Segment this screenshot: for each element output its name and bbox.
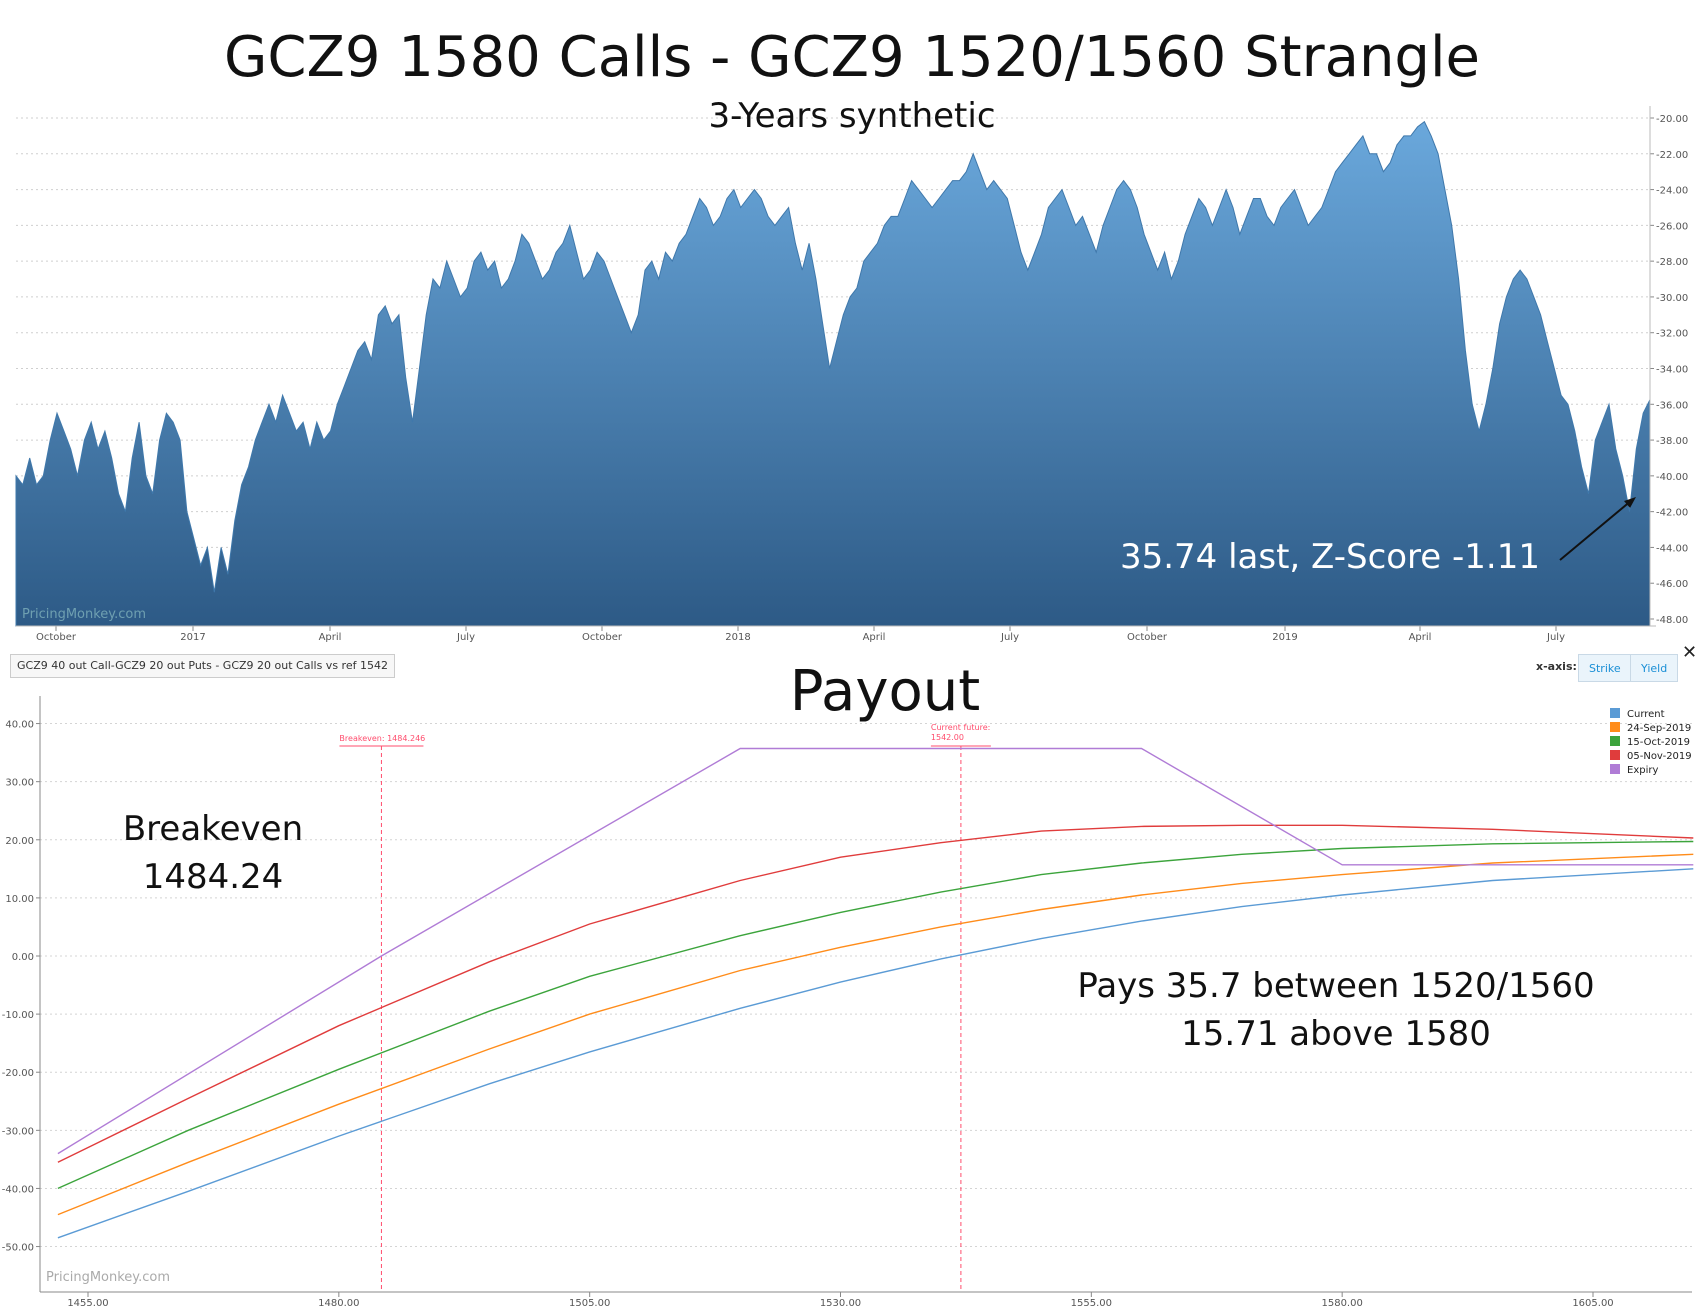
top-y-tick-label: -30.00 [1656,293,1688,304]
breakeven-note-line2: 1484.24 [143,857,284,897]
top-x-tick-label: 2017 [180,632,205,643]
payout-y-tick-label: 20.00 [5,836,34,847]
top-y-tick-label: -48.00 [1656,615,1688,626]
payout-chart-series [57,747,1694,1239]
payout-y-tick-label: 10.00 [5,894,34,905]
legend-label: 15-Oct-2019 [1627,737,1690,748]
top-x-tick-label: 2018 [725,632,750,643]
top-y-tick-label: -20.00 [1656,114,1688,125]
legend-swatch [1610,736,1620,746]
top-x-tick-label: October [36,632,77,643]
top-x-tick-label: July [1000,632,1019,643]
pays-note-line2: 15.71 above 1580 [1181,1014,1491,1054]
payout-x-tick-label: 1455.00 [67,1298,108,1309]
payout-watermark: PricingMonkey.com [46,1270,170,1285]
payout-chart-grid [40,723,1692,1248]
close-icon[interactable]: ✕ [1682,642,1698,663]
current-future-marker-value: 1542.00 [931,733,964,742]
legend-label: 24-Sep-2019 [1627,723,1691,734]
payout-y-tick-label: -20.00 [2,1068,34,1079]
top-x-tick-label: October [1127,632,1168,643]
payout-x-tick-label: 1505.00 [569,1298,610,1309]
payout-chart-x-axis: 1455.00 1480.00 1505.00 1530.00 1555.00 1580.… [67,1292,1614,1309]
top-y-tick-label: -44.00 [1656,543,1688,554]
payout-chart-legend: Current 24-Sep-2019 15-Oct-2019 05-Nov-2019… [1610,708,1692,776]
payout-chart-title: Payout [790,659,980,724]
last-value-annotation: 35.74 last, Z-Score -1.11 [1120,537,1540,577]
payout-x-tick-label: 1480.00 [318,1298,359,1309]
top-y-tick-label: -36.00 [1656,400,1688,411]
top-watermark: PricingMonkey.com [22,607,146,622]
annotation-arrow-head [1624,497,1636,508]
top-y-tick-label: -34.00 [1656,365,1688,376]
top-chart-area-series [15,120,1651,627]
payout-y-tick-label: 40.00 [5,720,34,731]
payout-line-05-nov-2019 [57,824,1694,1163]
breakeven-marker-label: Breakeven: 1484.246 [339,734,425,743]
x-axis-yield-button[interactable]: Yield [1630,654,1679,682]
payout-y-tick-label: -10.00 [2,1010,34,1021]
legend-swatch [1610,764,1620,774]
payout-y-tick-label: -50.00 [2,1243,34,1254]
breakeven-note-line1: Breakeven [123,809,303,849]
payout-y-tick-label: -40.00 [2,1184,34,1195]
top-y-tick-label: -46.00 [1656,579,1688,590]
x-axis-strike-button[interactable]: Strike [1578,654,1632,682]
legend-label: Current [1627,709,1665,720]
legend-swatch [1610,708,1620,718]
payout-x-tick-label: 1555.00 [1071,1298,1112,1309]
current-future-marker-label: Current future: [931,723,990,732]
top-y-tick-label: -42.00 [1656,508,1688,519]
payout-line-expiry [57,747,1694,1155]
top-chart-title: GCZ9 1580 Calls - GCZ9 1520/1560 Strangl… [224,25,1480,90]
top-y-tick-label: -40.00 [1656,472,1688,483]
top-y-tick-label: -24.00 [1656,186,1688,197]
series-description-tag: GCZ9 40 out Call-GCZ9 20 out Puts - GCZ9… [10,654,395,678]
payout-chart-y-axis: 40.00 30.00 20.00 10.00 0.00 -10.00 -20.00 -30.… [2,720,40,1254]
top-y-tick-label: -22.00 [1656,150,1688,161]
top-x-tick-label: 2019 [1272,632,1297,643]
payout-y-tick-label: 0.00 [12,952,34,963]
pays-note-line1: Pays 35.7 between 1520/1560 [1077,966,1594,1006]
payout-line-current [57,868,1694,1239]
top-x-tick-label: July [1546,632,1565,643]
payout-x-tick-label: 1580.00 [1321,1298,1362,1309]
payout-x-tick-label: 1605.00 [1572,1298,1613,1309]
payout-x-tick-label: 1530.00 [820,1298,861,1309]
x-axis-toggle-label: x-axis: [1536,660,1577,673]
legend-swatch [1610,722,1620,732]
top-x-tick-label: October [582,632,623,643]
top-chart-x-axis: October 2017 April July October 2018 April July… [36,626,1565,643]
top-y-tick-label: -26.00 [1656,221,1688,232]
annotation-arrow-line [1559,499,1633,561]
payout-line-24-sep-2019 [57,853,1694,1216]
payout-chart-markers: Breakeven: 1484.246 Current future: 1542… [339,723,991,1292]
top-x-tick-label: July [456,632,475,643]
top-chart-y-axis: -20.00 -22.00 -24.00 -26.00 -28.00 -30.00 -32.… [1650,114,1688,626]
top-chart-subtitle: 3-Years synthetic [708,96,995,136]
payout-y-tick-label: 30.00 [5,778,34,789]
top-y-tick-label: -32.00 [1656,329,1688,340]
top-x-tick-label: April [863,632,886,643]
top-y-tick-label: -38.00 [1656,436,1688,447]
top-x-tick-label: April [319,632,342,643]
top-x-tick-label: April [1409,632,1432,643]
legend-label: 05-Nov-2019 [1627,751,1692,762]
payout-y-tick-label: -30.00 [2,1126,34,1137]
top-y-tick-label: -28.00 [1656,257,1688,268]
legend-swatch [1610,750,1620,760]
payout-line-15-oct-2019 [57,840,1694,1190]
legend-label: Expiry [1627,765,1658,776]
